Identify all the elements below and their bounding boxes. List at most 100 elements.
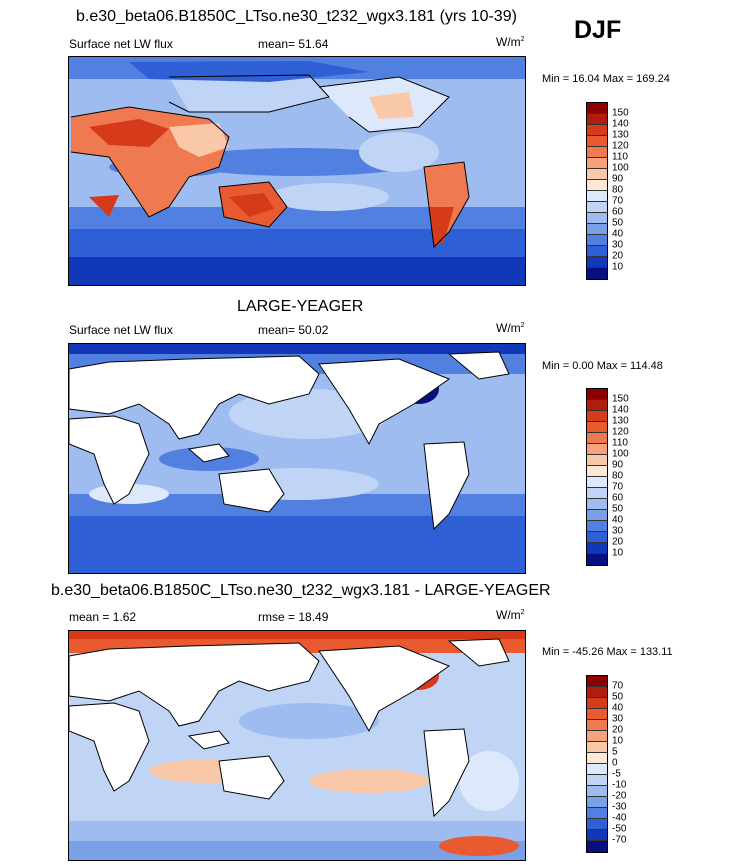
panel3-colorbar [586,675,608,853]
colorbar-tick-label: 100 [612,162,629,174]
colorbar-swatch [587,532,607,543]
colorbar-swatch [587,400,607,411]
colorbar-swatch [587,169,607,180]
colorbar-swatch [587,764,607,775]
colorbar-tick-label: 30 [612,239,624,251]
panel3-map [68,630,526,861]
colorbar-swatch [587,125,607,136]
colorbar-tick-label: -20 [612,790,627,802]
colorbar-tick-label: 5 [612,746,618,758]
colorbar-swatch [587,268,607,279]
panel2-variable-label: Surface net LW flux [69,323,173,337]
colorbar-swatch [587,158,607,169]
panel1-map [68,56,526,286]
colorbar-tick-label: 30 [612,525,624,537]
colorbar-swatch [587,114,607,125]
panel2-map-svg [69,344,525,573]
colorbar-swatch [587,477,607,488]
colorbar-swatch [587,433,607,444]
colorbar-swatch [587,224,607,235]
colorbar-swatch [587,499,607,510]
colorbar-tick-label: 20 [612,724,624,736]
colorbar-swatch [587,720,607,731]
colorbar-tick-label: 60 [612,492,624,504]
colorbar-tick-label: -40 [612,812,627,824]
colorbar-swatch [587,753,607,764]
panel1-variable-label: Surface net LW flux [69,37,173,51]
panel2-mean: mean= 50.02 [258,323,329,337]
colorbar-swatch [587,136,607,147]
colorbar-tick-label: 50 [612,503,624,515]
colorbar-swatch [587,521,607,532]
colorbar-tick-label: 10 [612,547,624,559]
season-label: DJF [574,16,622,44]
colorbar-swatch [587,841,607,852]
colorbar-swatch [587,202,607,213]
colorbar-tick-label: 120 [612,426,629,438]
colorbar-swatch [587,235,607,246]
panel2-title: LARGE-YEAGER [237,298,364,315]
colorbar-tick-label: 50 [612,691,624,703]
colorbar-swatch [587,775,607,786]
colorbar-swatch [587,742,607,753]
colorbar-swatch [587,808,607,819]
colorbar-tick-label: 10 [612,735,624,747]
colorbar-tick-label: 70 [612,195,624,207]
colorbar-swatch [587,543,607,554]
colorbar-tick-label: 90 [612,173,624,185]
panel1-title: b.e30_beta06.B1850C_LTso.ne30_t232_wgx3.… [76,8,517,25]
colorbar-tick-label: 20 [612,250,624,262]
colorbar-tick-label: 80 [612,470,624,482]
colorbar-tick-label: -30 [612,801,627,813]
colorbar-tick-label: -5 [612,768,621,780]
colorbar-tick-label: 110 [612,151,628,163]
colorbar-tick-label: 90 [612,459,624,471]
colorbar-tick-label: 40 [612,514,624,526]
panel2-colorbar [586,388,608,566]
colorbar-swatch [587,147,607,158]
colorbar-swatch [587,191,607,202]
colorbar-tick-label: 120 [612,140,629,152]
colorbar-tick-label: 130 [612,129,629,141]
colorbar-tick-label: 70 [612,680,624,692]
colorbar-swatch [587,698,607,709]
colorbar-swatch [587,257,607,268]
colorbar-tick-label: 70 [612,481,624,493]
colorbar-tick-label: 130 [612,415,629,427]
panel2-units: W/m2 [496,321,525,335]
colorbar-tick-label: 50 [612,217,624,229]
colorbar-swatch [587,687,607,698]
colorbar-tick-label: 20 [612,536,624,548]
colorbar-swatch [587,797,607,808]
colorbar-swatch [587,466,607,477]
colorbar-swatch [587,411,607,422]
colorbar-tick-label: 40 [612,228,624,240]
panel3-title: b.e30_beta06.B1850C_LTso.ne30_t232_wgx3.… [51,582,551,599]
colorbar-tick-label: 80 [612,184,624,196]
colorbar-swatch [587,731,607,742]
colorbar-tick-label: 60 [612,206,624,218]
colorbar-tick-label: 10 [612,261,624,273]
colorbar-swatch [587,510,607,521]
colorbar-tick-label: 150 [612,107,629,119]
colorbar-tick-label: 0 [612,757,618,769]
panel3-map-svg [69,631,525,860]
colorbar-tick-label: 40 [612,702,624,714]
panel3-rmse: rmse = 18.49 [258,610,329,624]
panel3-minmax: Min = -45.26 Max = 133.11 [542,646,673,658]
colorbar-tick-label: 110 [612,437,628,449]
colorbar-tick-label: -10 [612,779,627,791]
panel2-minmax: Min = 0.00 Max = 114.48 [542,360,663,372]
colorbar-swatch [587,180,607,191]
colorbar-tick-label: -50 [612,823,627,835]
colorbar-swatch [587,676,607,687]
colorbar-swatch [587,709,607,720]
colorbar-swatch [587,830,607,841]
colorbar-tick-label: 100 [612,448,629,460]
colorbar-swatch [587,488,607,499]
colorbar-swatch [587,213,607,224]
colorbar-swatch [587,444,607,455]
panel2-map [68,343,526,574]
colorbar-swatch [587,819,607,830]
colorbar-tick-label: 30 [612,713,624,725]
